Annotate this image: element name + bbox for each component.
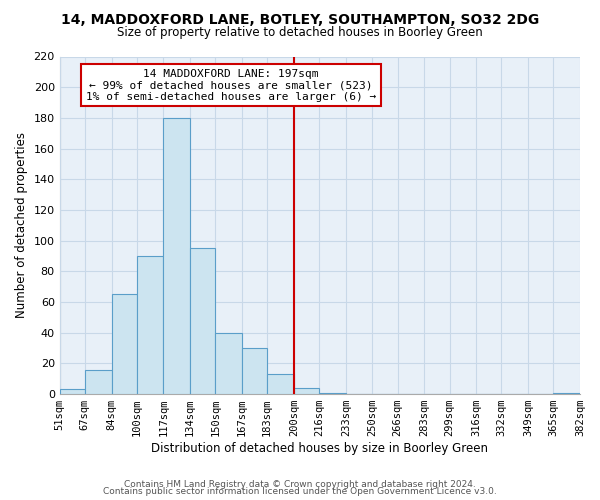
Text: 14 MADDOXFORD LANE: 197sqm
← 99% of detached houses are smaller (523)
1% of semi: 14 MADDOXFORD LANE: 197sqm ← 99% of deta… (86, 69, 376, 102)
Bar (267, 374, 294, 394)
Bar (242, 348, 267, 394)
Bar (85, 370, 112, 394)
Bar (59, 390, 85, 394)
Bar (112, 294, 137, 394)
Text: 14, MADDOXFORD LANE, BOTLEY, SOUTHAMPTON, SO32 2DG: 14, MADDOXFORD LANE, BOTLEY, SOUTHAMPTON… (61, 12, 539, 26)
Bar (319, 392, 346, 394)
Bar (163, 118, 190, 394)
Text: Size of property relative to detached houses in Boorley Green: Size of property relative to detached ho… (117, 26, 483, 39)
Bar (190, 248, 215, 394)
Bar (294, 388, 319, 394)
Text: Contains public sector information licensed under the Open Government Licence v3: Contains public sector information licen… (103, 487, 497, 496)
Bar (215, 332, 242, 394)
Bar (553, 392, 580, 394)
Bar (137, 256, 163, 394)
Text: Contains HM Land Registry data © Crown copyright and database right 2024.: Contains HM Land Registry data © Crown c… (124, 480, 476, 489)
Y-axis label: Number of detached properties: Number of detached properties (15, 132, 28, 318)
X-axis label: Distribution of detached houses by size in Boorley Green: Distribution of detached houses by size … (151, 442, 488, 455)
